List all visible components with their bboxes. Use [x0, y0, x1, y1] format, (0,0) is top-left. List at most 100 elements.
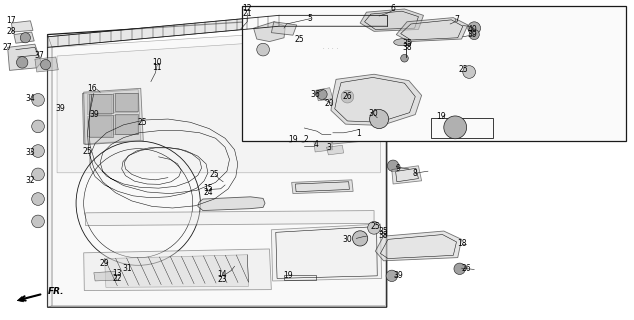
- Polygon shape: [89, 115, 113, 137]
- Text: 9: 9: [396, 164, 401, 173]
- Text: 19: 19: [283, 271, 294, 280]
- Text: 17: 17: [6, 16, 16, 25]
- Text: 35: 35: [378, 227, 389, 236]
- Polygon shape: [115, 114, 138, 134]
- Circle shape: [32, 215, 44, 228]
- Polygon shape: [82, 90, 141, 144]
- Polygon shape: [314, 138, 333, 152]
- Text: 39: 39: [55, 104, 65, 113]
- Polygon shape: [316, 88, 333, 101]
- Polygon shape: [254, 22, 285, 42]
- Polygon shape: [48, 15, 387, 47]
- Circle shape: [386, 270, 398, 282]
- Circle shape: [41, 60, 51, 70]
- Text: 25: 25: [294, 35, 304, 44]
- Text: 36: 36: [311, 90, 321, 99]
- Circle shape: [20, 33, 30, 43]
- Circle shape: [387, 160, 399, 172]
- Polygon shape: [87, 94, 111, 114]
- Text: 19: 19: [288, 135, 298, 144]
- Polygon shape: [86, 211, 374, 226]
- Circle shape: [353, 231, 368, 246]
- Circle shape: [16, 57, 28, 68]
- Text: 11: 11: [153, 63, 162, 72]
- Polygon shape: [11, 21, 33, 32]
- Circle shape: [368, 221, 380, 234]
- Circle shape: [463, 66, 476, 78]
- Text: 30: 30: [342, 235, 353, 244]
- Text: 25: 25: [370, 222, 380, 231]
- Text: 39: 39: [467, 30, 477, 39]
- Circle shape: [298, 132, 308, 142]
- Text: 35: 35: [402, 39, 412, 48]
- Text: 25: 25: [458, 65, 468, 74]
- Text: 6: 6: [391, 4, 396, 13]
- Text: 29: 29: [100, 260, 110, 268]
- Text: 25: 25: [82, 148, 93, 156]
- Circle shape: [317, 89, 327, 100]
- Text: 31: 31: [122, 264, 132, 273]
- Polygon shape: [57, 35, 380, 173]
- Text: 21: 21: [243, 9, 252, 18]
- Text: 2: 2: [303, 135, 308, 144]
- Text: 14: 14: [217, 270, 227, 279]
- Text: 24: 24: [203, 188, 213, 197]
- Polygon shape: [375, 231, 462, 261]
- Circle shape: [257, 43, 269, 56]
- Polygon shape: [84, 88, 143, 145]
- Text: 39: 39: [393, 271, 403, 280]
- Polygon shape: [327, 145, 344, 155]
- Text: 18: 18: [457, 239, 466, 248]
- Polygon shape: [295, 36, 380, 58]
- Polygon shape: [198, 197, 265, 211]
- Text: 15: 15: [203, 184, 213, 193]
- Polygon shape: [242, 6, 626, 141]
- Text: 22: 22: [113, 274, 122, 283]
- Text: 37: 37: [34, 51, 44, 60]
- Text: 28: 28: [7, 27, 16, 36]
- Polygon shape: [14, 32, 34, 43]
- Circle shape: [454, 263, 465, 275]
- Polygon shape: [360, 9, 424, 31]
- Text: 7: 7: [454, 15, 459, 24]
- Polygon shape: [94, 271, 117, 281]
- Circle shape: [401, 54, 408, 62]
- Text: 13: 13: [112, 269, 122, 278]
- Polygon shape: [87, 116, 111, 136]
- Polygon shape: [115, 93, 138, 111]
- Text: 39: 39: [89, 110, 99, 119]
- Circle shape: [341, 90, 354, 103]
- Circle shape: [32, 93, 44, 106]
- Circle shape: [32, 145, 44, 157]
- Text: 16: 16: [87, 84, 97, 93]
- Text: 26: 26: [461, 264, 471, 273]
- Circle shape: [32, 193, 44, 205]
- Text: 23: 23: [217, 275, 227, 284]
- Polygon shape: [48, 35, 52, 307]
- Text: 12: 12: [243, 4, 252, 13]
- Polygon shape: [84, 249, 271, 291]
- Text: 1: 1: [356, 129, 361, 138]
- Circle shape: [468, 22, 481, 35]
- Circle shape: [370, 109, 389, 129]
- Text: 40: 40: [467, 25, 477, 34]
- Text: 38: 38: [402, 44, 412, 52]
- Polygon shape: [271, 224, 382, 281]
- Text: 4: 4: [313, 140, 318, 149]
- Text: 34: 34: [25, 94, 36, 103]
- Circle shape: [32, 120, 44, 133]
- Polygon shape: [396, 18, 468, 42]
- Text: 38: 38: [378, 231, 389, 240]
- Text: 25: 25: [138, 118, 148, 127]
- Polygon shape: [331, 74, 422, 125]
- Polygon shape: [292, 180, 353, 194]
- Text: ·  ·  ·  ·: · · · ·: [323, 46, 339, 51]
- Polygon shape: [392, 166, 422, 184]
- Polygon shape: [89, 94, 113, 113]
- Text: 3: 3: [326, 143, 331, 152]
- Text: 26: 26: [342, 92, 353, 101]
- Polygon shape: [52, 26, 385, 306]
- Text: 27: 27: [3, 43, 13, 52]
- Text: FR.: FR.: [48, 287, 64, 296]
- Text: 5: 5: [307, 14, 312, 23]
